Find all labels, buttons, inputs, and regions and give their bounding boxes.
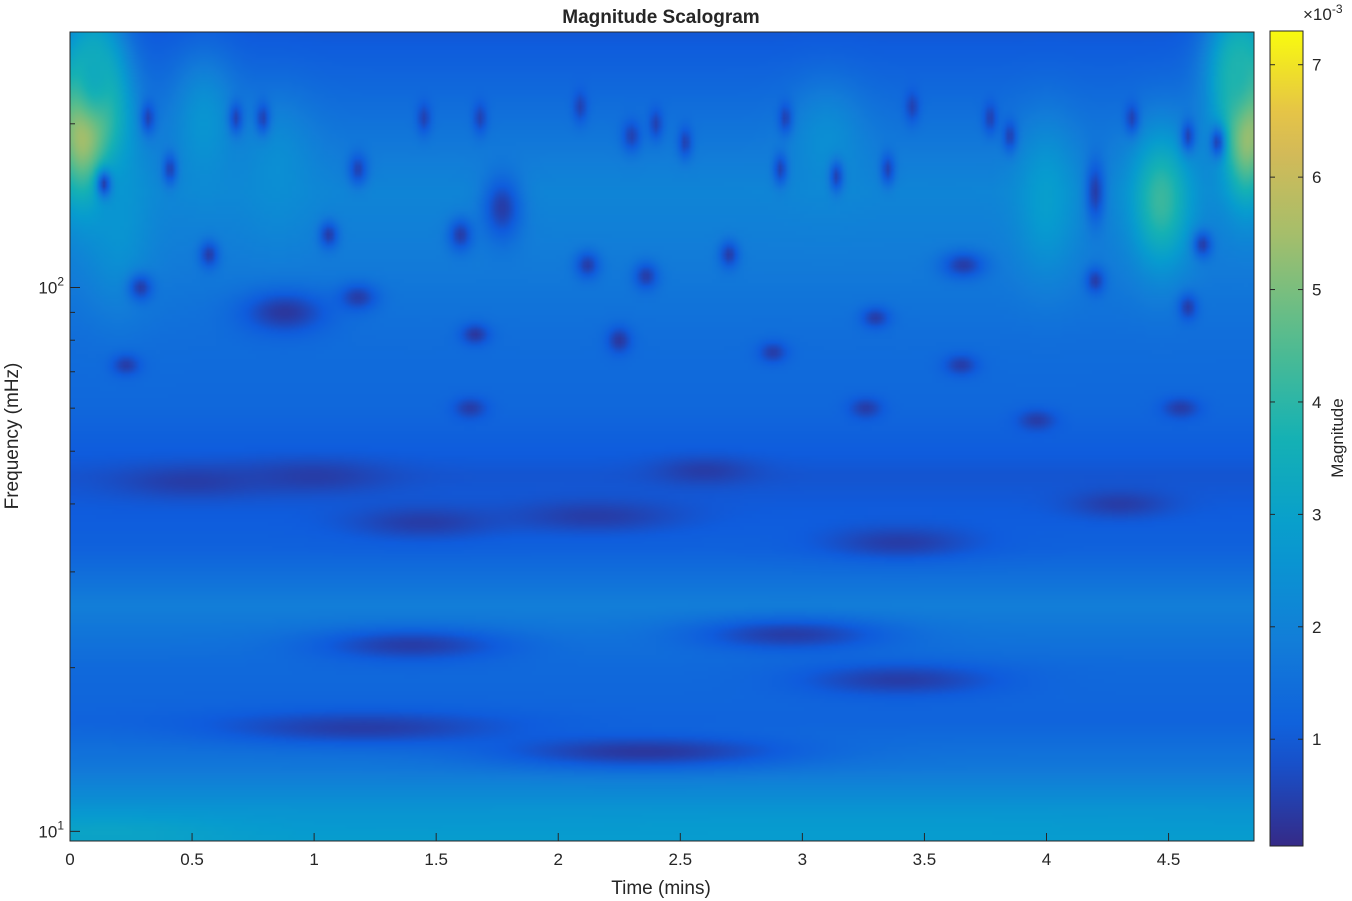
x-tick-label: 1 bbox=[309, 850, 318, 869]
y-tick-label: 101 bbox=[38, 818, 64, 841]
colorbar-label: Magnitude bbox=[1328, 398, 1347, 477]
x-tick-label: 3 bbox=[798, 850, 807, 869]
x-tick-label: 0.5 bbox=[180, 850, 204, 869]
colorbar-tick-label: 4 bbox=[1312, 393, 1321, 412]
scalogram-heatmap bbox=[70, 32, 1254, 841]
y-axis-label: Frequency (mHz) bbox=[2, 363, 23, 510]
colorbar-gradient bbox=[1269, 30, 1304, 847]
colorbar-tick-label: 2 bbox=[1312, 618, 1321, 637]
x-axis-label: Time (mins) bbox=[611, 878, 711, 899]
colorbar-tick-label: 1 bbox=[1312, 730, 1321, 749]
x-axis: 0 0.5 1 1.5 2 2.5 3 3.5 4 4.5 bbox=[65, 833, 1180, 869]
colorbar-tick-label: 6 bbox=[1312, 168, 1321, 187]
colorbar-exponent: ×10-3 bbox=[1303, 2, 1343, 24]
colorbar-tick-label: 5 bbox=[1312, 281, 1321, 300]
x-tick-label: 3.5 bbox=[913, 850, 937, 869]
x-tick-label: 0 bbox=[65, 850, 74, 869]
colorbar-ticks: 1 2 3 4 5 6 7 bbox=[1270, 56, 1321, 749]
colorbar-tick-label: 3 bbox=[1312, 505, 1321, 524]
y-tick-label: 102 bbox=[38, 275, 64, 298]
colorbar: 1 2 3 4 5 6 7 ×10-3 Magnitude bbox=[1269, 2, 1347, 847]
colorbar-tick-label: 7 bbox=[1312, 56, 1321, 75]
x-tick-label: 4 bbox=[1042, 850, 1051, 869]
chart-title: Magnitude Scalogram bbox=[562, 7, 759, 28]
x-tick-label: 4.5 bbox=[1157, 850, 1181, 869]
x-tick-label: 1.5 bbox=[424, 850, 448, 869]
x-tick-label: 2 bbox=[554, 850, 563, 869]
y-axis: 101 102 bbox=[38, 123, 80, 841]
plot-frame bbox=[69, 31, 1255, 842]
plot-area bbox=[70, 32, 1254, 841]
x-tick-label: 2.5 bbox=[668, 850, 692, 869]
